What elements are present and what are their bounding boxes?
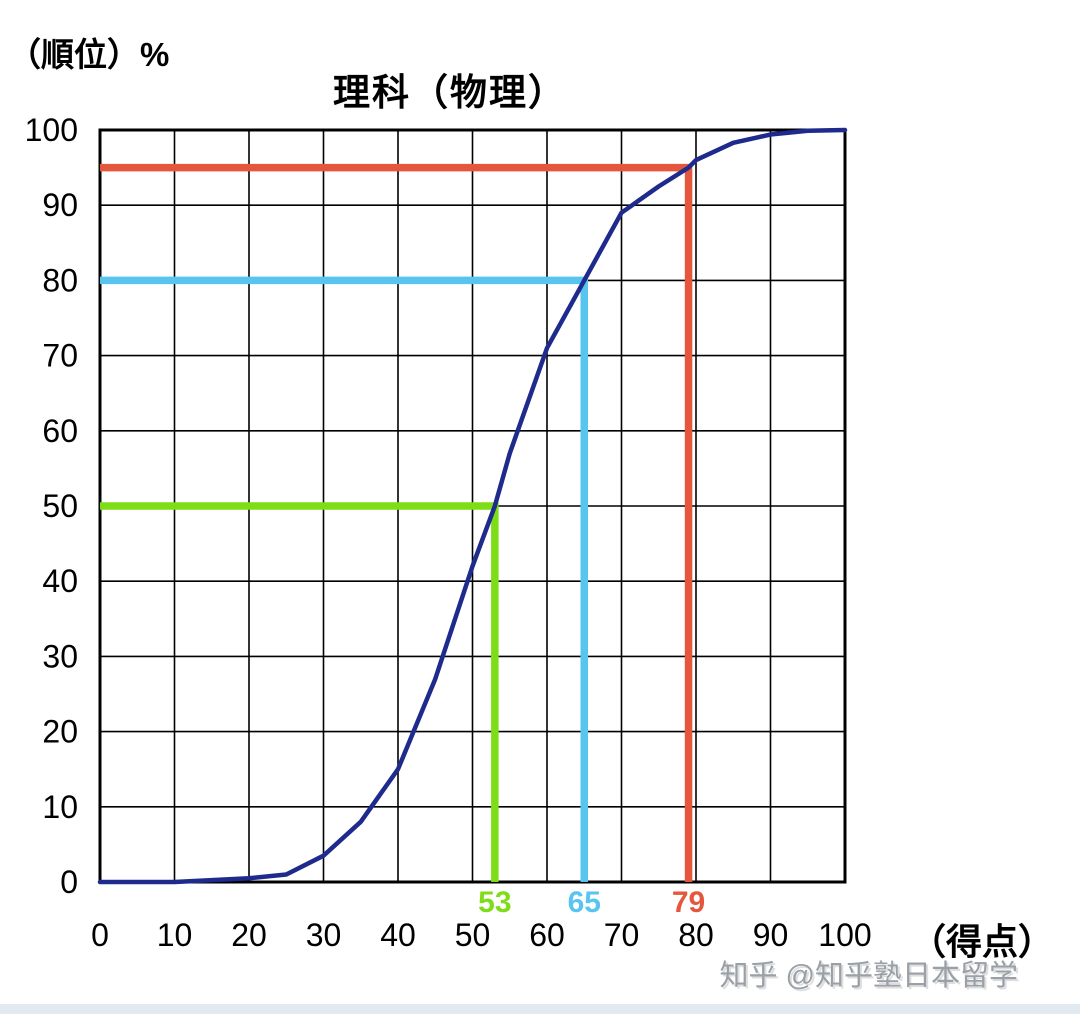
marker-label-53: 53 xyxy=(478,886,511,919)
y-axis-title: （順位）% xyxy=(8,36,170,73)
x-tick-label: 10 xyxy=(157,917,193,953)
y-tick-label: 40 xyxy=(42,563,78,599)
marker-label-65: 65 xyxy=(568,886,601,919)
y-tick-label: 10 xyxy=(42,789,78,825)
y-tick-label: 100 xyxy=(25,112,78,148)
marker-line-53 xyxy=(100,502,499,882)
x-tick-label: 50 xyxy=(455,917,491,953)
x-tick-label: 20 xyxy=(231,917,267,953)
bottom-strip xyxy=(0,1004,1080,1014)
x-axis-title: （得点） xyxy=(910,921,1055,962)
x-tick-label: 40 xyxy=(380,917,416,953)
x-tick-label: 70 xyxy=(604,917,640,953)
y-tick-label: 90 xyxy=(42,187,78,223)
x-tick-label: 90 xyxy=(753,917,789,953)
y-tick-label: 70 xyxy=(42,338,78,374)
watermark-text: 知乎 @知乎塾日本留学 xyxy=(719,960,1019,992)
x-tick-label: 100 xyxy=(818,917,871,953)
y-tick-label: 60 xyxy=(42,413,78,449)
y-tick-label: 80 xyxy=(42,262,78,298)
y-tick-label: 50 xyxy=(42,488,78,524)
chart-title: 理科（物理） xyxy=(333,72,567,113)
x-tick-label: 80 xyxy=(678,917,714,953)
y-tick-label: 30 xyxy=(42,638,78,674)
y-tick-label: 20 xyxy=(42,714,78,750)
x-tick-label: 60 xyxy=(529,917,565,953)
marker-label-79: 79 xyxy=(672,886,705,919)
x-tick-label: 0 xyxy=(91,917,109,953)
cumulative-curve xyxy=(97,127,848,885)
y-tick-label: 0 xyxy=(60,864,78,900)
x-tick-label: 30 xyxy=(306,917,342,953)
